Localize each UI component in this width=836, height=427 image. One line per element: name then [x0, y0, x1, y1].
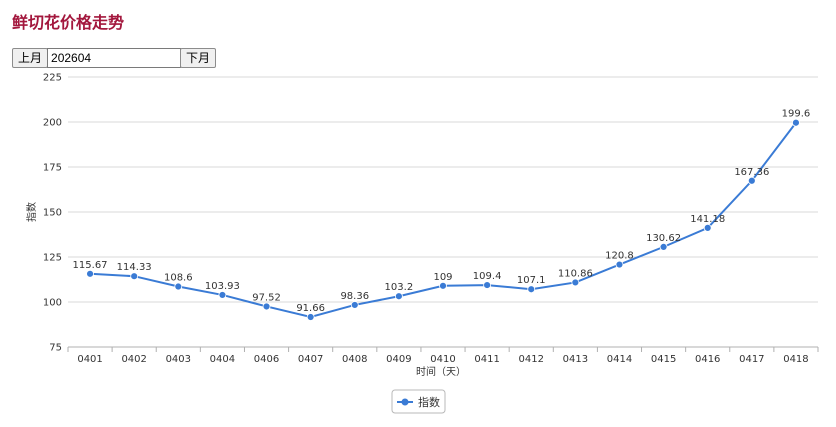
- data-label: 91.66: [296, 303, 325, 314]
- x-tick-label: 0407: [298, 354, 323, 365]
- x-tick-label: 0416: [695, 354, 720, 365]
- x-tick-label: 0414: [607, 354, 632, 365]
- data-label: 103.2: [385, 282, 414, 293]
- legend-marker-icon: [401, 398, 409, 406]
- next-month-button[interactable]: 下月: [180, 48, 217, 68]
- y-tick-label: 75: [49, 343, 62, 354]
- data-label: 97.52: [252, 292, 281, 303]
- data-point[interactable]: [439, 281, 447, 290]
- data-point[interactable]: [615, 260, 624, 269]
- data-point[interactable]: [350, 301, 359, 309]
- x-tick-label: 0404: [210, 354, 235, 365]
- x-tick-label: 0413: [563, 354, 588, 365]
- data-point[interactable]: [483, 281, 492, 289]
- x-tick-label: 0402: [121, 354, 146, 365]
- data-label: 103.93: [205, 281, 240, 292]
- data-point[interactable]: [747, 176, 756, 185]
- x-tick-label: 0411: [474, 354, 499, 365]
- data-label: 167.36: [734, 167, 769, 178]
- y-tick-label: 100: [43, 298, 62, 309]
- data-label: 109: [433, 272, 452, 283]
- x-tick-label: 0418: [783, 354, 808, 365]
- x-tick-label: 0415: [651, 354, 676, 365]
- data-label: 130.62: [646, 233, 681, 244]
- data-point[interactable]: [792, 118, 800, 127]
- x-tick-label: 0417: [739, 354, 764, 365]
- x-tick-label: 0406: [254, 354, 279, 365]
- data-label: 141.18: [690, 214, 725, 225]
- data-labels: 115.67 114.33 108.6 103.93 97.52 91.66 98.36 10…: [73, 109, 811, 314]
- y-tick-label: 125: [43, 253, 62, 264]
- data-label: 199.6: [782, 109, 811, 120]
- data-label: 98.36: [340, 291, 369, 302]
- data-point[interactable]: [571, 278, 580, 287]
- y-tick-label: 150: [43, 208, 62, 219]
- legend-label: 指数: [418, 395, 440, 409]
- grid-lines: [68, 76, 818, 348]
- page-title: 鲜切花价格走势: [12, 13, 125, 32]
- data-label: 109.4: [473, 271, 502, 282]
- x-tick-label: 0403: [166, 354, 191, 365]
- legend[interactable]: 指数: [391, 389, 446, 414]
- x-tick-labels: 0401 0402 0403 0404 0406 0407 0408 0409 0410 0411…: [77, 354, 808, 365]
- data-point[interactable]: [86, 269, 94, 278]
- x-tick-label: 0410: [430, 354, 455, 365]
- data-point[interactable]: [306, 313, 315, 321]
- x-tick-label: 0408: [342, 354, 367, 365]
- x-tick-label: 0409: [386, 354, 411, 365]
- data-label: 114.33: [117, 262, 152, 273]
- data-point[interactable]: [262, 302, 271, 311]
- y-tick-label: 175: [43, 163, 62, 174]
- month-navigator: 上月 下月: [12, 48, 217, 68]
- y-tick-label: 225: [43, 73, 62, 84]
- y-tick-label: 200: [43, 118, 62, 129]
- x-tick-label: 0401: [77, 354, 102, 365]
- data-point[interactable]: [703, 223, 712, 232]
- data-label: 110.86: [558, 268, 593, 279]
- data-label: 120.8: [605, 251, 634, 262]
- axes: [67, 346, 819, 352]
- series-group: [86, 118, 800, 321]
- y-axis-title: 指数: [25, 202, 38, 222]
- data-point[interactable]: [174, 282, 183, 291]
- data-point[interactable]: [218, 291, 227, 299]
- data-point[interactable]: [527, 285, 536, 294]
- data-point[interactable]: [130, 272, 139, 281]
- y-tick-labels: 75 100 125 150 175 200 225: [43, 73, 62, 354]
- data-label: 115.67: [73, 260, 108, 271]
- data-label: 108.6: [164, 273, 193, 284]
- x-tick-label: 0412: [519, 354, 544, 365]
- data-label: 107.1: [517, 275, 546, 286]
- x-axis-title: 时间（天）: [416, 365, 466, 378]
- data-point[interactable]: [659, 242, 668, 251]
- data-point[interactable]: [394, 292, 403, 301]
- prev-month-button[interactable]: 上月: [12, 48, 49, 68]
- legend-box: [391, 389, 446, 414]
